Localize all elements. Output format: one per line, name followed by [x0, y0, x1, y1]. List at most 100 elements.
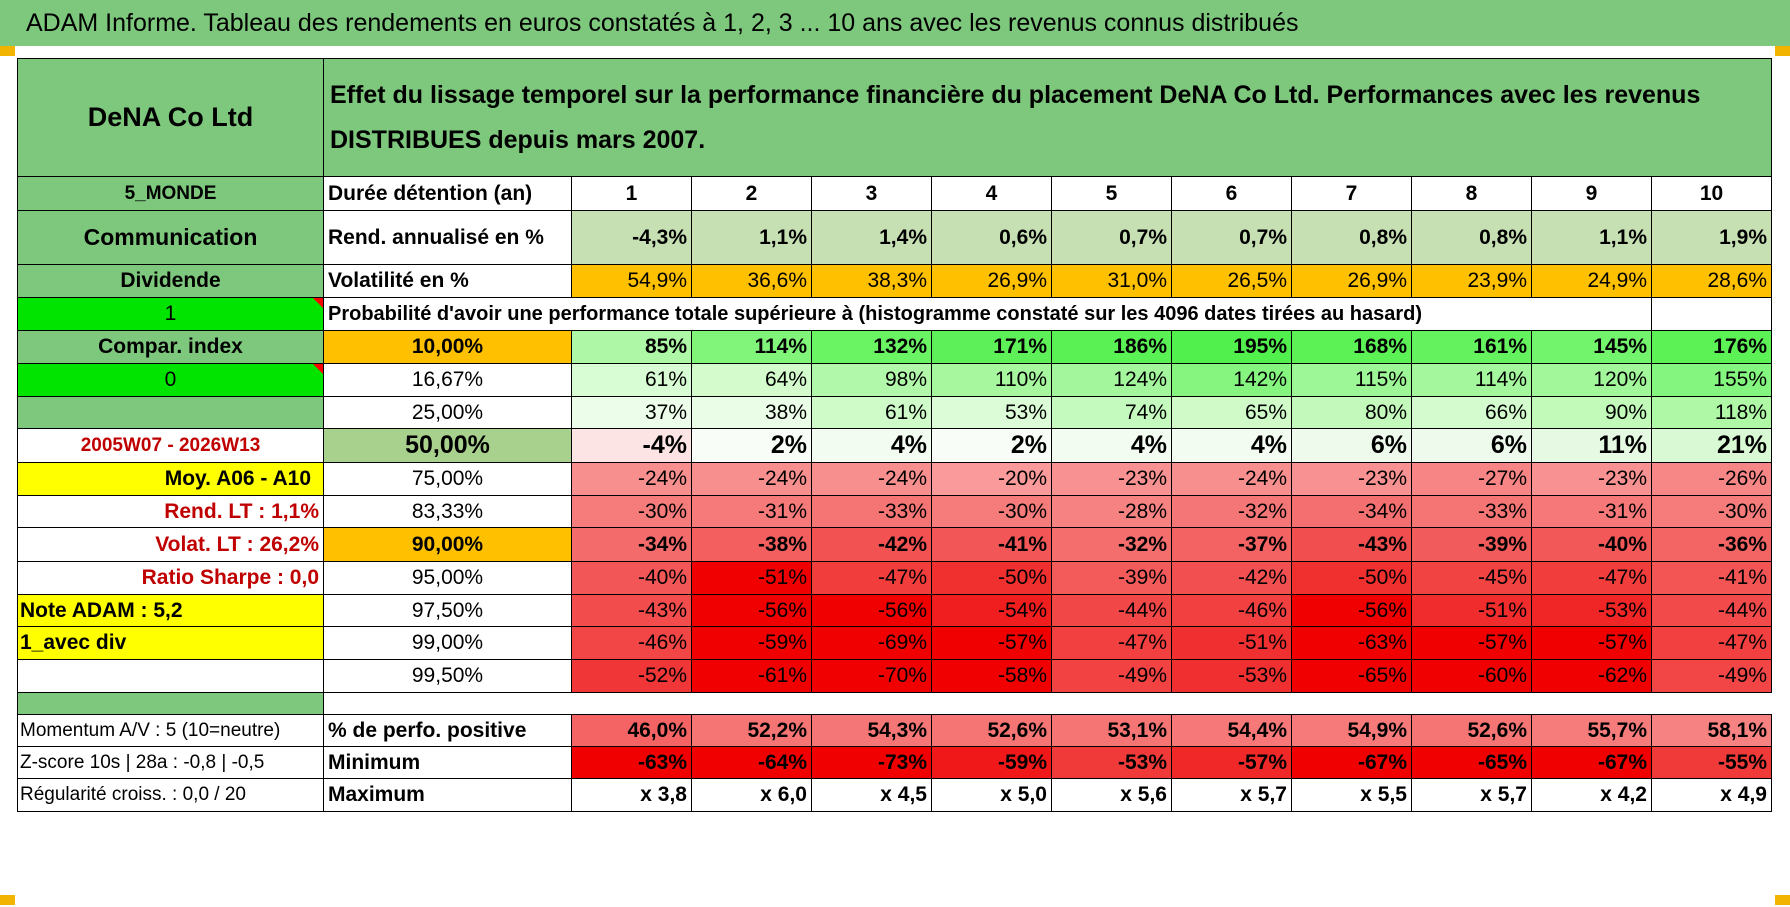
positive-performance-value: 46,0%: [571, 714, 692, 747]
percentile-value: -49%: [1051, 659, 1172, 693]
year-header: 5: [1051, 176, 1172, 211]
positive-performance-value: 52,6%: [1411, 714, 1532, 747]
spacer-cell: [324, 693, 1772, 715]
percentile-value: -59%: [691, 626, 812, 660]
percentile-row: Ratio Sharpe : 0,0 95,00% -40% -51% -47% -50%…: [17, 561, 1772, 595]
positive-performance-value: 52,2%: [691, 714, 812, 747]
probability-title: Probabilité d'avoir une performance tota…: [323, 297, 1532, 331]
percentile-value: -31%: [1531, 495, 1652, 528]
percentile-value: 2%: [931, 428, 1052, 463]
percentile-value: 37%: [571, 396, 692, 429]
sharpe-ratio-label: Ratio Sharpe : 0,0: [17, 561, 324, 595]
volatility-value: 36,6%: [691, 264, 812, 298]
percentile-value: -30%: [1651, 495, 1772, 528]
percentile-value: 120%: [1531, 363, 1652, 397]
maximum-value: x 4,9: [1651, 778, 1772, 812]
minimum-value: -65%: [1411, 746, 1532, 779]
income-label: Dividende: [17, 264, 324, 298]
table-body: DeNA Co Ltd Effet du lissage temporel su…: [17, 58, 1772, 812]
percentile-label: 50,00%: [323, 428, 572, 463]
minimum-value: -55%: [1651, 746, 1772, 779]
positive-performance-label: % de perfo. positive: [323, 714, 572, 747]
zscore-label: Z-score 10s | 28a : -0,8 | -0,5: [17, 746, 324, 779]
minimum-value: -73%: [811, 746, 932, 779]
with-dividend-label: 1_avec div: [17, 626, 324, 660]
corner-marker-bottom-left: [0, 895, 15, 905]
percentile-value: -28%: [1051, 495, 1172, 528]
volatility-value: 26,9%: [931, 264, 1052, 298]
volatility-value: 23,9%: [1411, 264, 1532, 298]
percentile-value: -4%: [571, 428, 692, 463]
year-header: 9: [1531, 176, 1652, 211]
spacer-row: [17, 692, 1772, 715]
percentile-value: 145%: [1531, 330, 1652, 364]
percentile-label: 16,67%: [323, 363, 572, 397]
percentile-label: 90,00%: [323, 527, 572, 562]
percentile-value: 61%: [811, 396, 932, 429]
year-header: 3: [811, 176, 932, 211]
percentile-label: 10,00%: [323, 330, 572, 364]
percentile-value: 6%: [1411, 428, 1532, 463]
percentile-value: -42%: [811, 527, 932, 562]
percentile-value: -49%: [1651, 659, 1772, 693]
years-row: 5_MONDE Durée détention (an) 1 2 3 4 5 6 7 8 9 10: [17, 176, 1772, 211]
percentile-value: 90%: [1531, 396, 1652, 429]
percentile-label: 99,00%: [323, 626, 572, 660]
volatility-value: 26,5%: [1171, 264, 1292, 298]
percentile-value: -57%: [1531, 626, 1652, 660]
percentile-value: 38%: [691, 396, 812, 429]
year-header: 6: [1171, 176, 1292, 211]
percentile-value: -57%: [931, 626, 1052, 660]
percentile-value: -30%: [571, 495, 692, 528]
percentile-value: -51%: [691, 561, 812, 595]
annualized-return-value: 1,9%: [1651, 210, 1772, 265]
percentile-value: -62%: [1531, 659, 1652, 693]
volatility-row: Dividende Volatilité en % 54,9% 36,6% 38,3% 2…: [17, 264, 1772, 298]
percentile-value: 171%: [931, 330, 1052, 364]
annualized-return-row: Communication Rend. annualisé en % -4,3% 1,…: [17, 210, 1772, 265]
corner-marker-top-left: [0, 46, 15, 56]
annualized-return-value: 0,8%: [1291, 210, 1412, 265]
minimum-value: -67%: [1291, 746, 1412, 779]
blank-label: [17, 659, 324, 693]
percentile-value: -70%: [811, 659, 932, 693]
percentile-value: 114%: [691, 330, 812, 364]
percentile-value: 66%: [1411, 396, 1532, 429]
percentile-value: 64%: [691, 363, 812, 397]
percentile-row: 2005W07 - 2026W13 50,00% -4% 2% 4% 2% 4% 4% 6% 6%…: [17, 428, 1772, 463]
annualized-return-value: 1,4%: [811, 210, 932, 265]
compar-index-label: Compar. index: [17, 330, 324, 364]
percentile-row: 0 16,67% 61% 64% 98% 110% 124% 142% 115% 114% 120%…: [17, 363, 1772, 397]
corner-marker-top-right: [1775, 46, 1790, 56]
maximum-value: x 4,2: [1531, 778, 1652, 812]
percentile-value: 186%: [1051, 330, 1172, 364]
year-header: 8: [1411, 176, 1532, 211]
percentile-value: -47%: [1651, 626, 1772, 660]
annualized-return-value: 0,8%: [1411, 210, 1532, 265]
minimum-value: -59%: [931, 746, 1052, 779]
percentile-row: Rend. LT : 1,1% 83,33% -30% -31% -33% -30% -28…: [17, 495, 1772, 528]
maximum-row: Régularité croiss. : 0,0 / 20 Maximum x 3,…: [17, 778, 1772, 812]
positive-performance-value: 52,6%: [931, 714, 1052, 747]
positive-performance-row: Momentum A/V : 5 (10=neutre)% de perfo. …: [17, 714, 1772, 747]
percentile-value: 4%: [1051, 428, 1172, 463]
percentile-value: 98%: [811, 363, 932, 397]
table-description: Effet du lissage temporel sur la perform…: [323, 58, 1772, 177]
percentile-value: -33%: [1411, 495, 1532, 528]
percentile-value: -32%: [1051, 527, 1172, 562]
annualized-return-label: Rend. annualisé en %: [323, 210, 572, 265]
percentile-value: -50%: [1291, 561, 1412, 595]
maximum-value: x 5,5: [1291, 778, 1412, 812]
percentile-value: -37%: [1171, 527, 1292, 562]
percentile-value: -54%: [931, 594, 1052, 627]
percentile-value: -44%: [1651, 594, 1772, 627]
percentile-value: -39%: [1411, 527, 1532, 562]
percentile-value: -53%: [1171, 659, 1292, 693]
volatility-value: 38,3%: [811, 264, 932, 298]
percentile-value: -50%: [931, 561, 1052, 595]
percentile-value: -45%: [1411, 561, 1532, 595]
percentile-row: Note ADAM : 5,2 97,50% -43% -56% -56% -54% -44…: [17, 594, 1772, 627]
percentile-value: 4%: [1171, 428, 1292, 463]
percentile-row: 99,50% -52% -61% -70% -58% -49% -53% -65% -60% -6…: [17, 659, 1772, 693]
percentile-value: -52%: [571, 659, 692, 693]
